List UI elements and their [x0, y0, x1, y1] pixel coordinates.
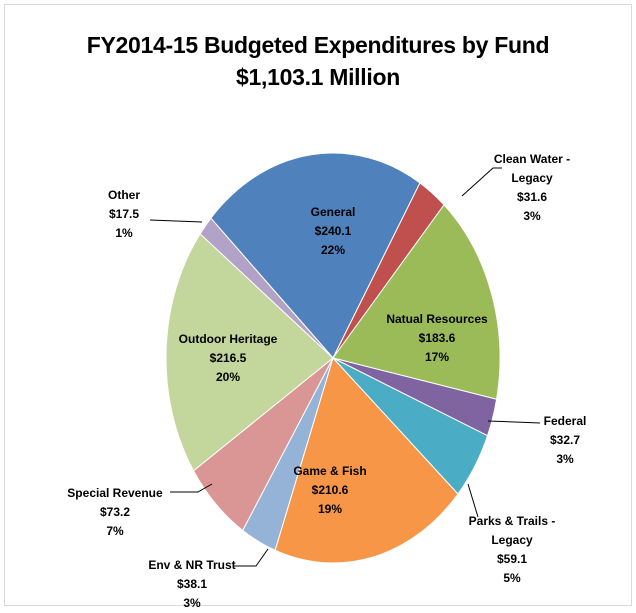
value-label: $38.1 [148, 575, 235, 594]
data-label: Clean Water - Legacy$31.63% [482, 150, 582, 226]
data-label: Env & NR Trust$38.13% [148, 556, 235, 613]
value-label: $31.6 [482, 188, 582, 207]
data-label: Federal$32.73% [544, 412, 587, 469]
leader-line [150, 220, 202, 222]
value-label: $32.7 [544, 431, 587, 450]
value-label: $210.6 [293, 481, 366, 500]
chart-title: FY2014-15 Budgeted Expenditures by Fund [0, 32, 636, 59]
data-label: Natual Resources$183.617% [386, 310, 487, 367]
value-label: $240.1 [311, 222, 356, 241]
percent-label: 3% [148, 594, 235, 613]
leader-line [488, 421, 540, 423]
value-label: $73.2 [67, 503, 162, 522]
value-label: $216.5 [179, 349, 278, 368]
percent-label: 5% [457, 569, 567, 588]
value-label: $17.5 [108, 205, 140, 224]
category-label: Natual Resources [386, 310, 487, 329]
data-label: Outdoor Heritage$216.520% [179, 330, 278, 387]
data-label: General$240.122% [311, 203, 356, 260]
data-label: Game & Fish$210.619% [293, 462, 366, 519]
percent-label: 22% [311, 241, 356, 260]
data-label: Other$17.51% [108, 186, 140, 243]
leader-line [233, 549, 268, 566]
category-label: Other [108, 186, 140, 205]
page: {"chart_data": {"type": "pie", "title": … [0, 0, 636, 610]
percent-label: 20% [179, 368, 278, 387]
percent-label: 19% [293, 500, 366, 519]
category-label: Federal [544, 412, 587, 431]
category-label: Special Revenue [67, 484, 162, 503]
category-label: Clean Water - Legacy [482, 150, 582, 188]
category-label: General [311, 203, 356, 222]
category-label: Env & NR Trust [148, 556, 235, 575]
percent-label: 1% [108, 224, 140, 243]
percent-label: 3% [482, 207, 582, 226]
category-label: Game & Fish [293, 462, 366, 481]
percent-label: 3% [544, 450, 587, 469]
percent-label: 7% [67, 522, 162, 541]
value-label: $183.6 [386, 329, 487, 348]
value-label: $59.1 [457, 550, 567, 569]
data-label: Parks & Trails - Legacy$59.15% [457, 512, 567, 588]
category-label: Outdoor Heritage [179, 330, 278, 349]
category-label: Parks & Trails - Legacy [457, 512, 567, 550]
percent-label: 17% [386, 348, 487, 367]
chart-subtitle: $1,103.1 Million [0, 64, 636, 91]
data-label: Special Revenue$73.27% [67, 484, 162, 541]
